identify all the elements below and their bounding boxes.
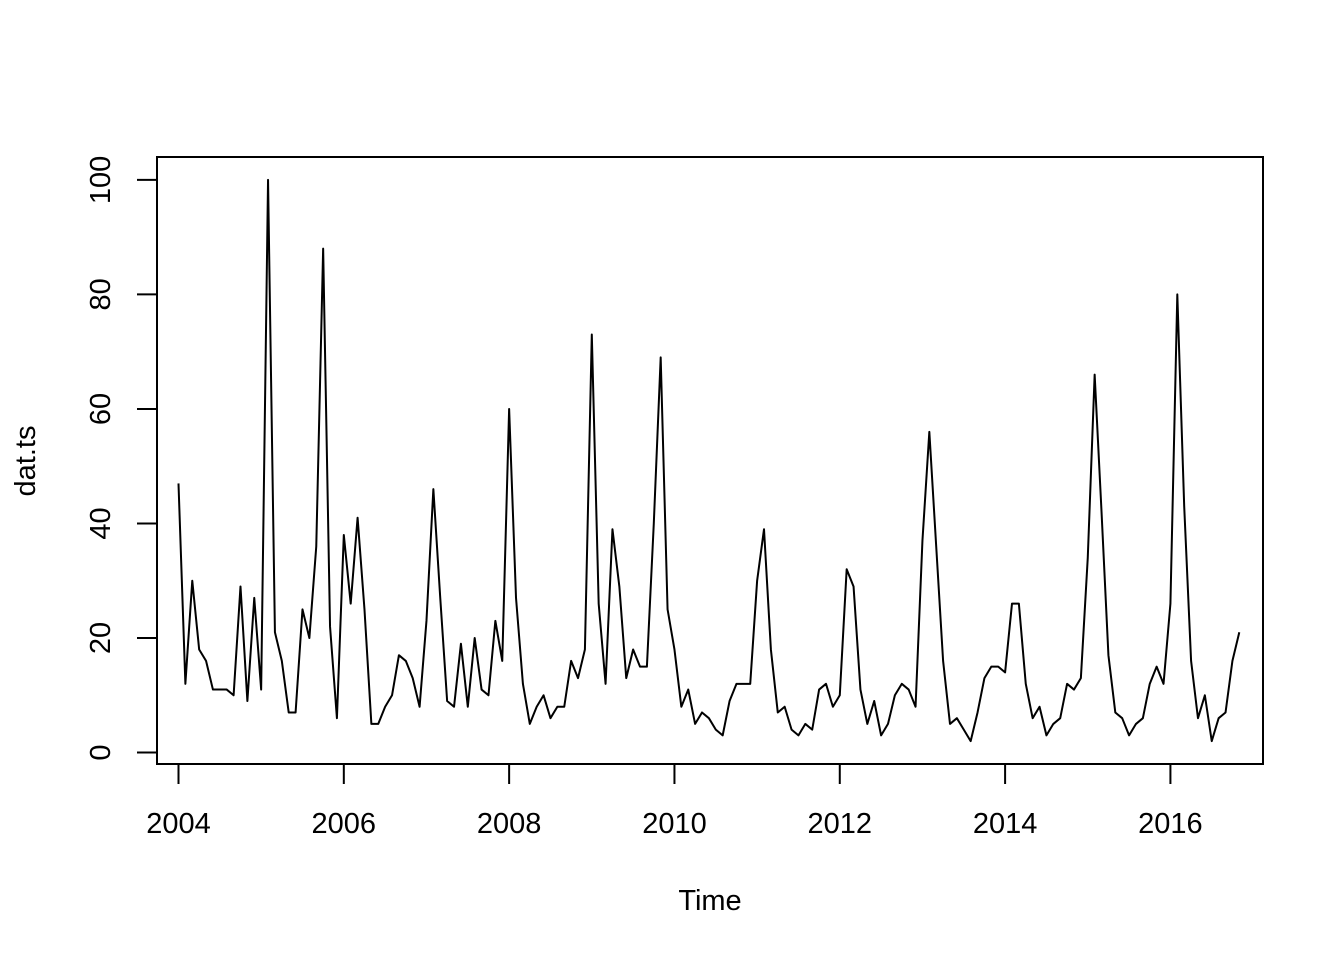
x-tick-label: 2006 [312,808,377,840]
y-tick-label: 80 [85,278,117,310]
x-tick-label: 2004 [146,808,211,840]
series-line [177,178,1241,743]
y-axis-label: dat.ts [10,426,42,497]
x-tick-label: 2012 [808,808,873,840]
y-tick-label: 20 [85,622,117,654]
x-tick-label: 2010 [642,808,707,840]
y-tick-label: 40 [85,507,117,539]
x-axis: 2004 2006 2008 2010 2012 2014 2016 [146,763,1203,840]
y-tick-label: 0 [85,744,117,760]
y-tick-label: 60 [85,393,117,425]
x-tick-label: 2014 [973,808,1038,840]
y-tick-label: 100 [85,156,117,204]
y-axis: 0 20 40 60 80 100 [85,156,158,761]
x-tick-label: 2016 [1138,808,1203,840]
x-axis-label: Time [678,885,741,917]
x-tick-label: 2008 [477,808,542,840]
